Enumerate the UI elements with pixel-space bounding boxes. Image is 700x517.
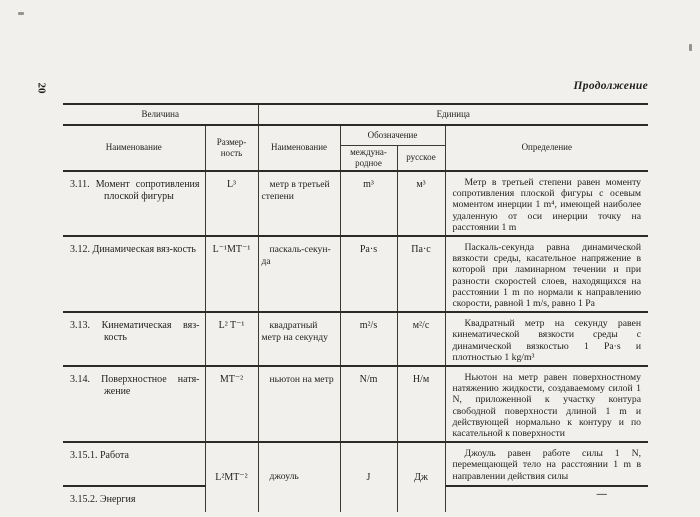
table-row: 3.13. Кинематическая вяз-кость L² T⁻¹ кв… [63,312,649,368]
quantity-name: Динамическая вяз-кость [92,244,196,256]
table-header-columns: Наименование Размер- ность Наименование … [63,125,649,172]
row-number: 3.12. [70,244,90,256]
header-russian: русское [397,145,446,172]
page-number: 20 [35,82,48,94]
russian-designation-cell: м²/с [397,312,446,368]
row-number: 3.13. [70,320,90,332]
definition-cell: Ньютон на метр равен поверхностному натя… [445,366,649,444]
table-row: 3.14. Поверхностное натя-жение MT⁻² ньют… [63,366,649,444]
dimension-cell: L³ [205,171,259,238]
quantity-name-cell: 3.15.2. Энергия [63,486,206,513]
dimension-cell: MT⁻² [205,366,259,444]
row-number: 3.15.2. [70,494,98,506]
unit-name-cell: джоуль [258,442,341,513]
units-table: Величина Единица Наименование Размер- но… [63,103,649,513]
quantity-name: Поверхностное натя-жение [101,374,200,398]
header-unit-name: Наименование [258,125,341,172]
table-header-groups: Величина Единица [63,104,649,126]
quantity-name-cell: 3.13. Кинематическая вяз-кость [63,312,206,368]
russian-designation-cell: Дж [397,442,446,513]
unit-name-cell: ньютон на метр [258,366,341,444]
scan-speck [689,44,692,51]
quantity-name-cell: 3.15.1. Работа [63,442,206,488]
row-number: 3.14. [70,374,90,386]
unit-name-cell: квадратный метр на секунду [258,312,341,368]
unit-name-cell: метр в третьей степени [258,171,341,238]
quantity-name: Момент сопротивления плоской фигуры [95,179,200,202]
intl-designation-cell: Pa·s [340,236,398,314]
intl-designation-cell: N/m [340,366,398,444]
definition-cell: Паскаль-секунда равна динамической вязко… [445,236,649,314]
intl-designation-cell: J [340,442,398,513]
header-quantity-group: Величина [63,104,259,126]
scan-speck [18,12,24,15]
unit-name-cell: паскаль-секун- да [258,236,341,314]
header-quantity-name: Наименование [63,125,206,172]
header-international: междуна- родное [340,145,398,172]
table-row: 3.11. Момент сопротивления плоской фигур… [63,171,649,238]
quantity-name-cell: 3.14. Поверхностное натя-жение [63,366,206,444]
quantity-name-cell: 3.12. Динамическая вяз-кость [63,236,206,314]
header-unit-group: Единица [258,104,649,126]
row-number: 3.15.1. [70,450,98,462]
table-row: 3.15.2. Энергия — [63,486,648,513]
dimension-cell: L² T⁻¹ [205,312,259,368]
definition-cell: Квадратный метр на секунду равен кинемат… [445,312,649,368]
definition-cell: Джоуль равен работе силы 1 N, перемещающ… [445,442,649,488]
definition-dash-cell: — [596,489,607,501]
russian-designation-cell: Па·с [397,236,446,314]
definition-cell: Метр в третьей степени равен моменту соп… [445,171,649,238]
russian-designation-cell: м³ [397,171,446,238]
quantity-name: Кинематическая вяз-кость [101,320,200,344]
dimension-cell: L⁻¹MT⁻¹ [205,236,259,314]
dimension-cell: L²MT⁻² [205,442,259,513]
intl-designation-cell: m³ [340,171,398,238]
table-row: 3.15.1. Работа L²MT⁻² джоуль J Дж Джоуль… [63,442,649,513]
quantity-name-cell: 3.11. Момент сопротивления плоской фигур… [63,171,206,238]
table-header-designation-sub: междуна- родное русское [63,145,648,172]
row-number: 3.11. [70,179,90,190]
table-row: 3.12. Динамическая вяз-кость L⁻¹MT⁻¹ пас… [63,236,649,314]
header-designation: Обозначение [340,125,446,146]
russian-designation-cell: Н/м [397,366,446,444]
header-dimension: Размер- ность [205,125,259,172]
continuation-label: Продолжение [573,80,648,92]
header-definition: Определение [445,125,649,172]
quantity-name: Энергия [100,494,136,506]
intl-designation-cell: m²/s [340,312,398,368]
quantity-name: Работа [100,450,129,462]
